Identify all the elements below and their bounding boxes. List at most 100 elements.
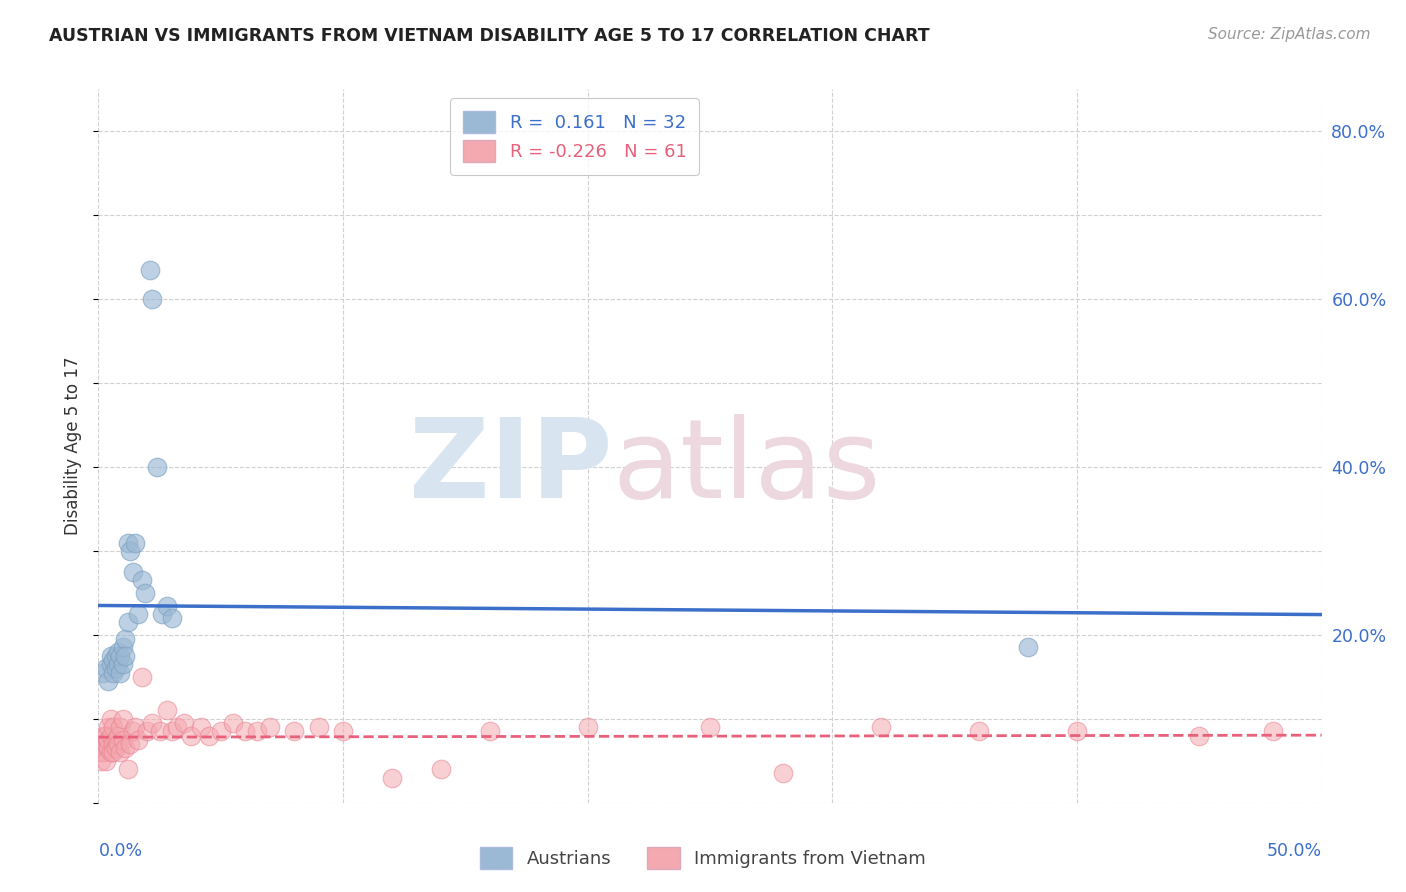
Point — [576, 720, 599, 734]
Point — [173, 716, 195, 731]
Point — [104, 741, 127, 756]
Point — [190, 720, 212, 734]
Point — [100, 729, 122, 743]
Point — [146, 460, 169, 475]
Point — [107, 657, 129, 672]
Point — [111, 640, 134, 655]
Point — [233, 724, 256, 739]
Text: atlas: atlas — [612, 414, 880, 521]
Point — [127, 732, 149, 747]
Y-axis label: Disability Age 5 to 17: Disability Age 5 to 17 — [65, 357, 83, 535]
Point — [1188, 729, 1211, 743]
Point — [111, 657, 134, 672]
Point — [246, 724, 269, 739]
Point — [94, 737, 117, 751]
Point — [107, 645, 129, 659]
Point — [150, 607, 173, 621]
Point — [110, 746, 132, 760]
Point — [131, 670, 153, 684]
Point — [166, 720, 188, 734]
Point — [97, 674, 120, 689]
Point — [101, 653, 124, 667]
Point — [156, 703, 179, 717]
Point — [160, 724, 183, 739]
Point — [134, 586, 156, 600]
Point — [91, 665, 114, 680]
Point — [149, 724, 172, 739]
Point — [699, 720, 721, 734]
Point — [120, 544, 142, 558]
Point — [283, 724, 305, 739]
Point — [117, 615, 139, 630]
Point — [101, 737, 124, 751]
Point — [107, 729, 129, 743]
Point — [1261, 724, 1284, 739]
Point — [222, 716, 245, 731]
Point — [90, 754, 112, 768]
Point — [131, 574, 153, 588]
Point — [97, 720, 120, 734]
Point — [141, 716, 163, 731]
Text: AUSTRIAN VS IMMIGRANTS FROM VIETNAM DISABILITY AGE 5 TO 17 CORRELATION CHART: AUSTRIAN VS IMMIGRANTS FROM VIETNAM DISA… — [49, 27, 929, 45]
Point — [136, 724, 159, 739]
Point — [160, 611, 183, 625]
Point — [117, 535, 139, 549]
Point — [259, 720, 281, 734]
Point — [110, 665, 132, 680]
Point — [101, 746, 124, 760]
Point — [967, 724, 990, 739]
Text: 0.0%: 0.0% — [98, 842, 142, 860]
Point — [772, 766, 794, 780]
Point — [100, 712, 122, 726]
Point — [1017, 640, 1039, 655]
Legend: Austrians, Immigrants from Vietnam: Austrians, Immigrants from Vietnam — [471, 838, 935, 879]
Point — [111, 712, 134, 726]
Point — [100, 746, 122, 760]
Point — [114, 741, 136, 756]
Point — [180, 729, 202, 743]
Point — [111, 732, 134, 747]
Point — [156, 599, 179, 613]
Point — [94, 729, 117, 743]
Point — [117, 762, 139, 776]
Point — [114, 632, 136, 646]
Point — [478, 724, 501, 739]
Point — [101, 720, 124, 734]
Text: 50.0%: 50.0% — [1267, 842, 1322, 860]
Point — [141, 292, 163, 306]
Point — [90, 737, 112, 751]
Point — [197, 729, 219, 743]
Point — [97, 732, 120, 747]
Point — [94, 754, 117, 768]
Point — [100, 657, 122, 672]
Point — [104, 732, 127, 747]
Point — [209, 724, 232, 739]
Point — [332, 724, 354, 739]
Point — [100, 648, 122, 663]
Point — [139, 262, 162, 277]
Point — [121, 565, 143, 579]
Point — [430, 762, 453, 776]
Point — [114, 648, 136, 663]
Point — [110, 720, 132, 734]
Point — [97, 741, 120, 756]
Point — [127, 607, 149, 621]
Point — [104, 661, 127, 675]
Text: ZIP: ZIP — [409, 414, 612, 521]
Point — [94, 661, 117, 675]
Point — [121, 724, 143, 739]
Legend: R =  0.161   N = 32, R = -0.226   N = 61: R = 0.161 N = 32, R = -0.226 N = 61 — [450, 98, 699, 175]
Point — [110, 648, 132, 663]
Point — [120, 737, 142, 751]
Point — [91, 729, 114, 743]
Point — [1066, 724, 1088, 739]
Point — [104, 648, 127, 663]
Point — [87, 746, 110, 760]
Point — [870, 720, 893, 734]
Point — [124, 535, 146, 549]
Point — [124, 720, 146, 734]
Point — [308, 720, 330, 734]
Text: Source: ZipAtlas.com: Source: ZipAtlas.com — [1208, 27, 1371, 42]
Point — [381, 771, 404, 785]
Point — [91, 746, 114, 760]
